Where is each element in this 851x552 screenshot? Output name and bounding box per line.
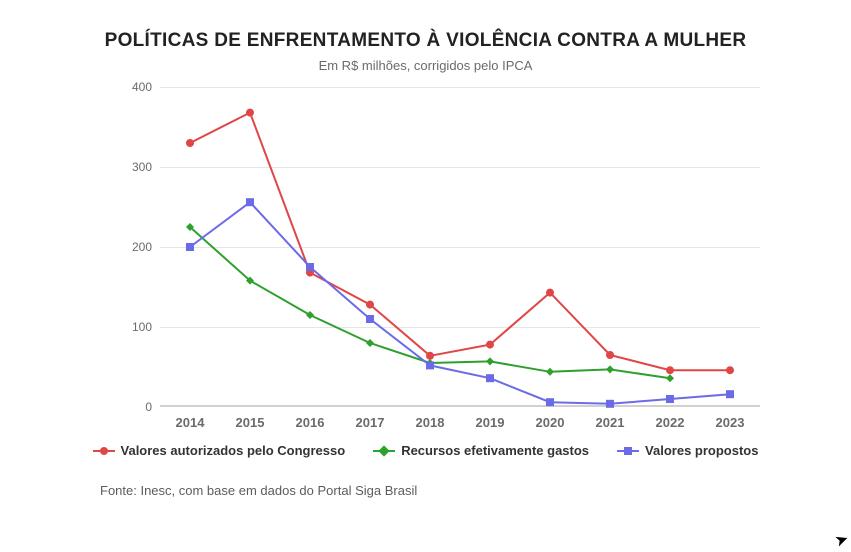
- series-marker: [606, 400, 614, 408]
- chart-subtitle: Em R$ milhões, corrigidos pelo IPCA: [30, 58, 821, 73]
- series-marker: [366, 339, 374, 347]
- series-marker: [546, 368, 554, 376]
- y-tick-label: 300: [132, 160, 160, 174]
- mouse-cursor: ➤: [832, 528, 851, 551]
- legend-marker-diamond: [373, 444, 395, 458]
- y-tick-label: 100: [132, 320, 160, 334]
- series-marker: [366, 315, 374, 323]
- series-marker: [186, 139, 194, 147]
- x-tick-label: 2021: [596, 407, 625, 430]
- series-marker: [546, 398, 554, 406]
- series-marker: [546, 289, 554, 297]
- series-marker: [246, 109, 254, 117]
- plot-area: 0100200300400201420152016201720182019202…: [160, 87, 760, 407]
- legend: Valores autorizados pelo Congresso Recurs…: [30, 443, 821, 463]
- x-tick-label: 2019: [476, 407, 505, 430]
- series-marker: [306, 263, 314, 271]
- x-tick-label: 2015: [236, 407, 265, 430]
- series-overlay: [160, 87, 760, 407]
- chart-title: POLÍTICAS DE ENFRENTAMENTO À VIOLÊNCIA C…: [30, 30, 821, 52]
- series-line: [190, 113, 730, 371]
- legend-label: Valores propostos: [645, 443, 758, 458]
- series-marker: [426, 352, 434, 360]
- x-tick-label: 2020: [536, 407, 565, 430]
- y-tick-label: 200: [132, 240, 160, 254]
- series-marker: [726, 366, 734, 374]
- legend-marker-circle: [93, 444, 115, 458]
- legend-item: Valores propostos: [617, 443, 758, 458]
- legend-label: Valores autorizados pelo Congresso: [121, 443, 346, 458]
- series-marker: [486, 341, 494, 349]
- y-tick-label: 0: [145, 400, 160, 414]
- series-marker: [606, 351, 614, 359]
- series-marker: [366, 301, 374, 309]
- series-marker: [666, 366, 674, 374]
- legend-item: Recursos efetivamente gastos: [373, 443, 589, 458]
- x-tick-label: 2023: [716, 407, 745, 430]
- x-tick-label: 2017: [356, 407, 385, 430]
- series-line: [190, 202, 730, 404]
- series-marker: [606, 365, 614, 373]
- x-tick-label: 2018: [416, 407, 445, 430]
- series-marker: [246, 198, 254, 206]
- x-tick-label: 2014: [176, 407, 205, 430]
- series-marker: [666, 374, 674, 382]
- series-marker: [726, 390, 734, 398]
- legend-item: Valores autorizados pelo Congresso: [93, 443, 346, 458]
- legend-marker-square: [617, 444, 639, 458]
- series-marker: [426, 361, 434, 369]
- series-marker: [306, 311, 314, 319]
- series-marker: [186, 243, 194, 251]
- series-marker: [486, 374, 494, 382]
- y-tick-label: 400: [132, 80, 160, 94]
- legend-label: Recursos efetivamente gastos: [401, 443, 589, 458]
- x-tick-label: 2016: [296, 407, 325, 430]
- series-marker: [486, 357, 494, 365]
- x-tick-label: 2022: [656, 407, 685, 430]
- chart-container: POLÍTICAS DE ENFRENTAMENTO À VIOLÊNCIA C…: [0, 0, 851, 498]
- source-note: Fonte: Inesc, com base em dados do Porta…: [30, 483, 821, 498]
- series-marker: [666, 395, 674, 403]
